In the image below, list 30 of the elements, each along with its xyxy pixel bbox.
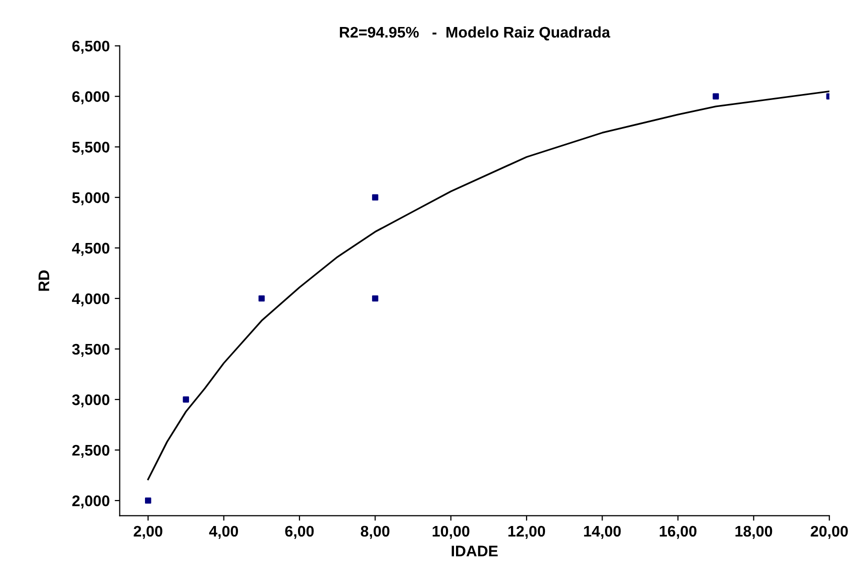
y-tick-label: 2,500 <box>72 444 110 458</box>
x-tick-label: 8,00 <box>360 526 390 539</box>
point <box>372 194 378 201</box>
x-tick-label: 14,00 <box>584 526 621 539</box>
y-tick-label: 4,000 <box>72 293 110 306</box>
y-tick-label: 4,500 <box>72 242 110 256</box>
y-tick-label: 6,500 <box>72 40 110 54</box>
x-tick-label: 4,00 <box>209 526 238 539</box>
x-tick-label: 2,00 <box>134 526 162 539</box>
y-axis-title: RD <box>38 270 50 291</box>
point <box>182 396 190 403</box>
x-tick-label: 10,00 <box>432 526 470 539</box>
x-tick-label: 16,00 <box>660 526 696 539</box>
line-series <box>147 90 830 480</box>
point <box>712 93 719 100</box>
y-tick-label: 5,500 <box>72 142 110 155</box>
x-tick-label: 18,00 <box>736 526 772 539</box>
x-tick-label: 20,00 <box>810 526 848 539</box>
y-tick-label: 3,500 <box>72 344 110 357</box>
point <box>144 497 152 504</box>
y-tick-label: 2,000 <box>72 495 110 508</box>
chart-title: R2=94.95% - Modelo Raiz Quadrada <box>340 26 610 41</box>
y-tick-label: 3,000 <box>72 394 110 408</box>
y-tick-label: 6,000 <box>72 91 110 104</box>
x-axis-title: IDADE <box>452 546 498 556</box>
point <box>258 295 265 302</box>
x-tick-label: 12,00 <box>508 526 546 539</box>
point <box>372 295 378 302</box>
y-tick-label: 5,000 <box>72 192 110 206</box>
x-tick-label: 6,00 <box>285 526 314 539</box>
